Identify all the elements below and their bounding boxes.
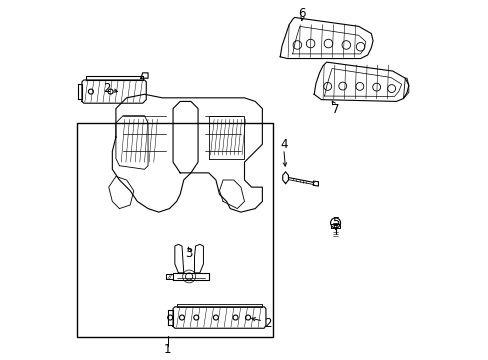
Text: 4: 4 bbox=[280, 138, 287, 151]
Text: 1: 1 bbox=[163, 343, 171, 356]
Bar bbox=[77, 123, 272, 337]
Text: 7: 7 bbox=[331, 103, 339, 116]
Text: 5: 5 bbox=[331, 216, 339, 229]
Text: 3: 3 bbox=[185, 247, 192, 260]
Text: 2: 2 bbox=[103, 82, 110, 95]
Text: 6: 6 bbox=[298, 8, 305, 21]
Text: 2: 2 bbox=[264, 317, 271, 330]
